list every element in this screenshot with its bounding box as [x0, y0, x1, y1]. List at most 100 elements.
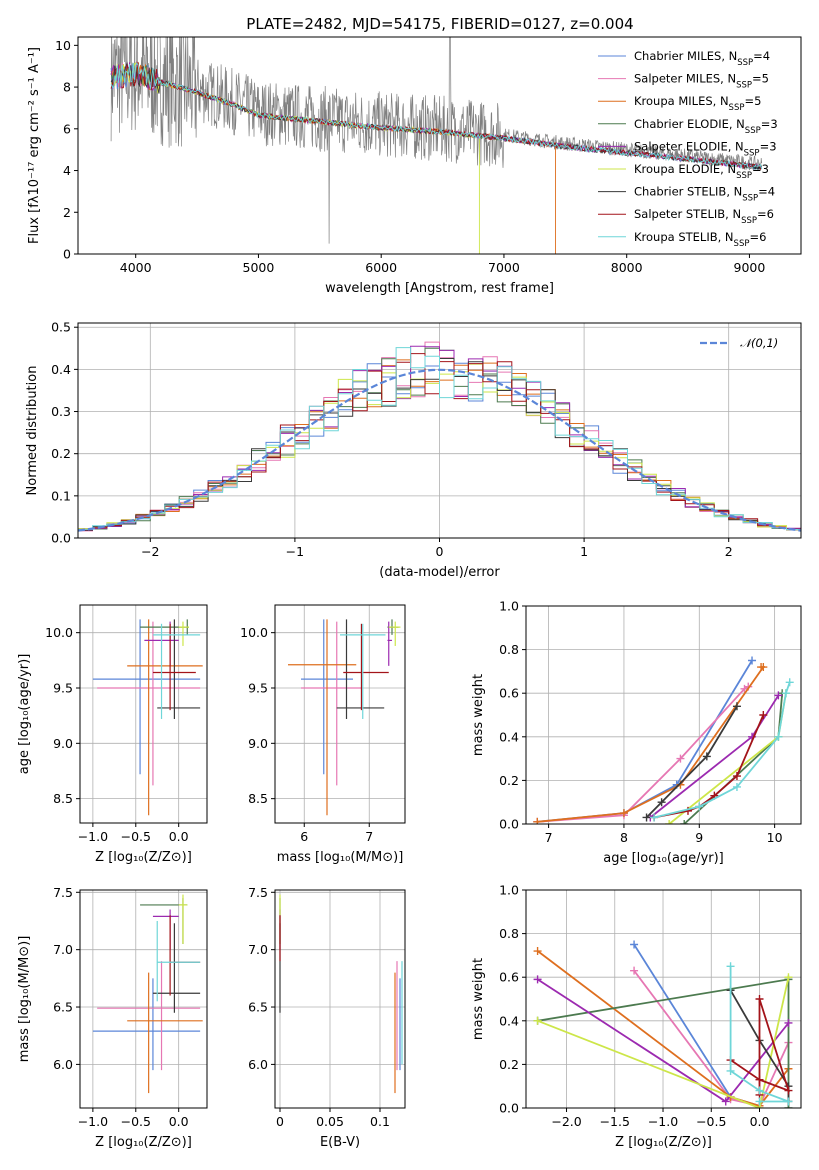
- x-axis-label: mass [log₁₀(M/M⊙)]: [277, 850, 404, 865]
- weight-marker: [680, 820, 689, 824]
- y-axis-label: mass weight: [471, 674, 486, 756]
- weight-marker: [784, 1086, 793, 1095]
- plot-area: [92, 619, 203, 816]
- y-tick-label: 0.4: [499, 729, 519, 744]
- x-tick-label: −0.5: [696, 1114, 726, 1129]
- weight-marker: [732, 772, 741, 781]
- y-tick-label: 8.5: [248, 791, 268, 806]
- y-tick-label: 1.0: [499, 599, 519, 614]
- mass-vs-extinction-panel: 0 0.05 0.1 6.0 6.5 7.0 7.5 E(B-V): [248, 885, 406, 1150]
- y-tick-label: 0: [63, 247, 71, 262]
- plot-area: [110, 37, 763, 254]
- x-axis-label: Z [log₁₀(Z/Z⊙)]: [615, 1135, 712, 1150]
- weight-line-5: [537, 977, 790, 1108]
- axes-frame: [274, 889, 406, 1109]
- weight-marker: [726, 962, 735, 971]
- observed-spectrum: [110, 37, 763, 244]
- x-tick-label: 10: [767, 830, 783, 845]
- axes-frame: [79, 604, 208, 824]
- plot-area: [533, 940, 793, 1108]
- weight-marker: [630, 940, 639, 949]
- x-tick-label: 0.0: [169, 1114, 189, 1129]
- model-spectrum-7: [110, 62, 763, 171]
- y-tick-label: 9.5: [53, 680, 73, 695]
- y-tick-label: 4: [63, 163, 71, 178]
- residual-histogram-panel: −2 −1 0 1 2 0.0 0.1 0.2 0.3 0.4 0.5 (data-model)/er…: [25, 320, 802, 580]
- y-tick-label: 0.2: [51, 446, 71, 461]
- y-tick-label: 0.5: [51, 320, 71, 335]
- x-tick-label: 7000: [488, 260, 520, 275]
- axes-frame: [77, 36, 802, 255]
- y-tick-label: 0.3: [51, 404, 71, 419]
- x-tick-label: −1.0: [78, 1114, 108, 1129]
- weight-marker: [748, 656, 757, 665]
- x-tick-label: 7: [365, 829, 373, 844]
- y-tick-label: 7.0: [248, 942, 268, 957]
- weight-marker: [781, 689, 790, 698]
- weight-marker: [774, 691, 783, 700]
- weight-marker: [695, 802, 704, 811]
- legend-entry: Kroupa MILES, NSSP=5: [634, 94, 761, 113]
- x-tick-label: 0.05: [316, 1114, 344, 1129]
- weight-marker: [755, 1086, 764, 1095]
- spectrum-panel: 4000 5000 6000 7000 8000 9000 0 2 4 6 8 10 wavelengt…: [27, 36, 802, 296]
- weight-line-1: [537, 685, 749, 823]
- y-tick-label: 7.5: [53, 885, 73, 900]
- legend-entry: Kroupa STELIB, NSSP=6: [634, 230, 766, 249]
- y-tick-label: 6.0: [53, 1057, 73, 1072]
- y-tick-label: 0.0: [51, 531, 71, 546]
- y-tick-label: 1.0: [499, 883, 519, 898]
- y-tick-label: 0.4: [499, 1013, 519, 1028]
- y-tick-label: 9.0: [248, 736, 268, 751]
- plot-area: [533, 656, 794, 824]
- y-tick-label: 7.5: [248, 885, 268, 900]
- plot-area: [92, 894, 203, 1094]
- x-axis-label: wavelength [Angstrom, rest frame]: [325, 281, 554, 296]
- y-tick-label: 0.8: [499, 926, 519, 941]
- weight-marker: [726, 1066, 735, 1075]
- axes-frame: [274, 604, 406, 824]
- weight-marker: [759, 711, 768, 719]
- x-tick-label: 9: [695, 830, 703, 845]
- axes-frame: [525, 605, 802, 825]
- y-tick-label: 8.5: [53, 791, 73, 806]
- x-tick-label: 0.0: [750, 1114, 770, 1129]
- x-tick-label: −2.0: [551, 1114, 581, 1129]
- y-axis-label: age [log₁₀(age/yr)]: [17, 654, 32, 775]
- y-tick-label: 10.0: [45, 625, 73, 640]
- x-axis-label: age [log₁₀(age/yr)]: [603, 851, 724, 866]
- normal-curve: [78, 368, 801, 532]
- y-tick-label: 0.1: [51, 488, 71, 503]
- y-axis-label: Flux [fλ10⁻¹⁷ erg cm⁻² s⁻¹ A⁻¹]: [27, 47, 42, 244]
- weight-line-0: [537, 660, 753, 823]
- legend-entry: Chabrier MILES, NSSP=4: [634, 49, 770, 68]
- y-tick-label: 0.6: [499, 970, 519, 985]
- weight-marker: [533, 1016, 542, 1025]
- spectrum-legend: Chabrier MILES, NSSP=4 Salpeter MILES, NS…: [598, 49, 778, 249]
- weight-marker: [732, 782, 741, 791]
- x-tick-label: 6: [300, 829, 308, 844]
- spectrum-title: PLATE=2482, MJD=54175, FIBERID=0127, z=0…: [246, 15, 633, 33]
- plot-area: [279, 894, 403, 1094]
- y-tick-label: 2: [63, 205, 71, 220]
- y-axis-label: Normed distribution: [25, 366, 40, 496]
- weight-marker: [665, 820, 674, 824]
- weight-marker: [755, 1075, 764, 1084]
- x-tick-label: 0: [436, 544, 444, 559]
- mass-weight-vs-age-panel: 7 8 9 10 0.0 0.2 0.4 0.6 0.8 1.0 age [log₁₀(age/yr…: [471, 599, 802, 866]
- x-tick-label: −0.5: [121, 1114, 151, 1129]
- x-tick-label: 8000: [611, 260, 643, 275]
- y-tick-label: 6.5: [53, 1000, 73, 1015]
- weight-marker: [755, 1097, 764, 1106]
- y-tick-label: 6: [63, 121, 71, 136]
- x-axis-label: (data-model)/error: [379, 565, 500, 580]
- x-tick-label: −1: [286, 544, 304, 559]
- weight-marker: [784, 1097, 793, 1106]
- weight-marker: [732, 702, 741, 711]
- x-tick-label: −0.5: [121, 829, 151, 844]
- x-tick-label: 2: [725, 544, 733, 559]
- x-tick-label: −1.0: [78, 829, 108, 844]
- y-tick-label: 0.0: [499, 1101, 519, 1116]
- weight-marker: [774, 732, 783, 741]
- y-tick-label: 0.2: [499, 1057, 519, 1072]
